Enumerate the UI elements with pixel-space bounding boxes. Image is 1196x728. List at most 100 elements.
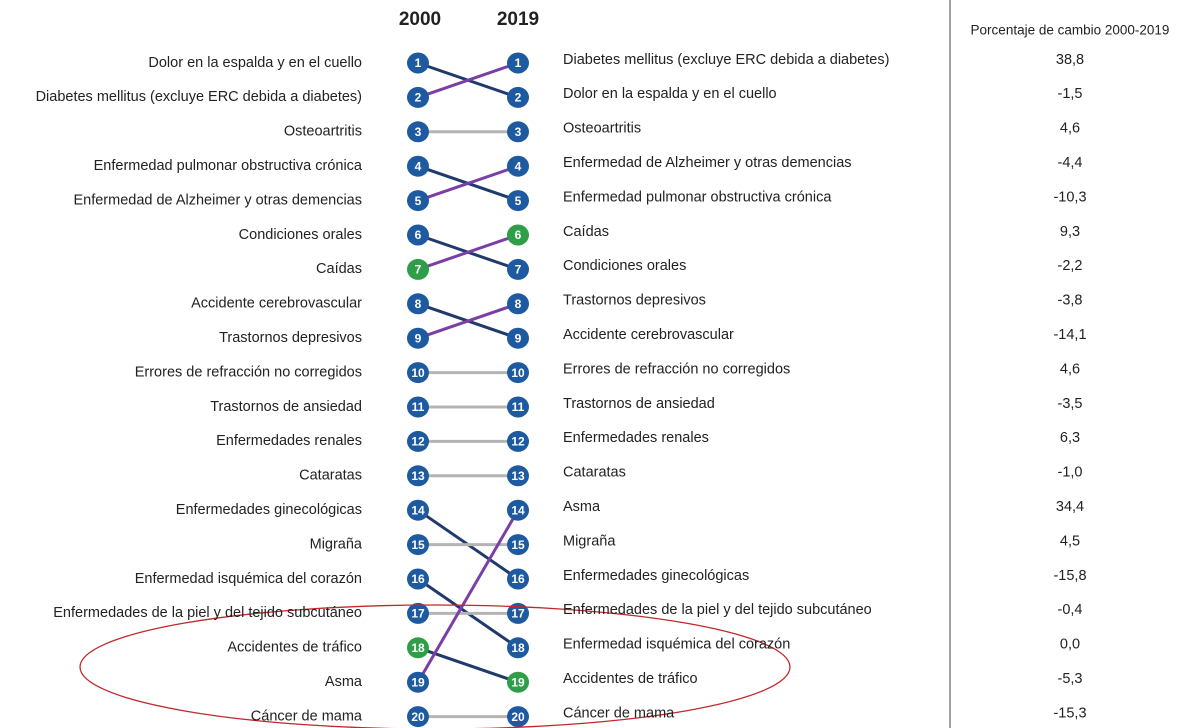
rank: 12 <box>411 435 425 449</box>
left-label: Trastornos depresivos <box>219 330 362 346</box>
node <box>407 568 429 590</box>
left-label: Errores de refracción no corregidos <box>135 364 362 380</box>
nodes: 1234567891011121314151617181920123456789… <box>407 52 529 728</box>
node <box>507 258 529 280</box>
rank: 19 <box>511 675 525 689</box>
links <box>416 61 520 719</box>
node <box>407 637 429 659</box>
right-label: Accidente cerebrovascular <box>563 327 734 343</box>
rank: 4 <box>415 159 422 173</box>
node <box>507 293 529 315</box>
node <box>507 362 529 384</box>
rank: 6 <box>515 228 522 242</box>
right-label: Accidentes de tráfico <box>563 671 698 687</box>
rank: 17 <box>511 607 525 621</box>
link <box>417 233 519 271</box>
left-label: Cataratas <box>299 468 362 484</box>
node <box>407 362 429 384</box>
node <box>407 86 429 108</box>
right-label: Enfermedad de Alzheimer y otras demencia… <box>563 155 852 171</box>
left-label: Enfermedad pulmonar obstructiva crónica <box>94 158 363 174</box>
node <box>507 155 529 177</box>
rank: 14 <box>511 503 525 517</box>
change-value: 6,3 <box>1060 430 1080 446</box>
right-label: Enfermedades de la piel y del tejido sub… <box>563 602 872 618</box>
rank: 8 <box>415 297 422 311</box>
link <box>417 164 519 203</box>
rank: 3 <box>415 125 422 139</box>
rank: 3 <box>515 125 522 139</box>
right-label: Enfermedades ginecológicas <box>563 568 749 584</box>
right-label: Trastornos depresivos <box>563 293 706 309</box>
rank: 20 <box>411 710 425 724</box>
left-label: Asma <box>325 674 363 690</box>
right-label: Enfermedad isquémica del corazón <box>563 637 790 653</box>
node <box>507 121 529 143</box>
node <box>507 465 529 487</box>
change-value: -0,4 <box>1058 602 1083 618</box>
node <box>507 568 529 590</box>
change-value: 4,6 <box>1060 361 1080 377</box>
change-value: 34,4 <box>1056 499 1084 515</box>
link <box>416 509 520 683</box>
right-label: Condiciones orales <box>563 258 686 274</box>
left-label: Enfermedad isquémica del corazón <box>135 571 362 587</box>
node <box>407 396 429 418</box>
rank: 2 <box>515 91 522 105</box>
change-header: Porcentaje de cambio 2000-2019 <box>971 23 1170 38</box>
node <box>507 499 529 521</box>
rank: 15 <box>411 538 425 552</box>
left-label: Enfermedades renales <box>216 433 362 449</box>
rank: 1 <box>515 56 522 70</box>
right-label: Caídas <box>563 224 609 240</box>
right-label: Dolor en la espalda y en el cuello <box>563 86 777 102</box>
change-value: -3,8 <box>1058 293 1083 309</box>
rank: 8 <box>515 297 522 311</box>
rank: 7 <box>415 263 422 277</box>
node <box>507 706 529 728</box>
rank: 15 <box>511 538 525 552</box>
left-label: Diabetes mellitus (excluye ERC debida a … <box>36 89 362 105</box>
node <box>407 706 429 728</box>
node <box>407 293 429 315</box>
change-value: -15,3 <box>1053 705 1086 721</box>
rank: 4 <box>515 159 522 173</box>
change-value: -1,0 <box>1058 465 1083 481</box>
rank: 13 <box>511 469 525 483</box>
left-label: Enfermedad de Alzheimer y otras demencia… <box>73 192 362 208</box>
node <box>507 327 529 349</box>
rank: 7 <box>515 263 522 277</box>
change-value: -15,8 <box>1053 568 1086 584</box>
rank: 20 <box>511 710 525 724</box>
node <box>407 327 429 349</box>
change-value: -5,3 <box>1058 671 1083 687</box>
link <box>417 646 519 684</box>
right-label: Cataratas <box>563 465 626 481</box>
node <box>407 499 429 521</box>
node <box>507 52 529 74</box>
rank: 14 <box>411 503 425 517</box>
left-label: Accidentes de tráfico <box>227 640 362 656</box>
node <box>407 190 429 212</box>
node <box>507 396 529 418</box>
rank: 9 <box>415 331 422 345</box>
rank: 18 <box>511 641 525 655</box>
rank: 16 <box>411 572 425 586</box>
rank: 9 <box>515 331 522 345</box>
node <box>507 190 529 212</box>
rank: 2 <box>415 91 422 105</box>
rank: 11 <box>412 400 425 414</box>
annotation-ellipse <box>79 604 791 728</box>
left-label: Condiciones orales <box>239 227 362 243</box>
left-label: Enfermedades de la piel y del tejido sub… <box>53 605 362 621</box>
rank: 10 <box>511 366 525 380</box>
right-label: Migraña <box>563 533 616 549</box>
right-label: Enfermedad pulmonar obstructiva crónica <box>563 189 832 205</box>
right-label: Cáncer de mama <box>563 705 675 721</box>
node <box>407 534 429 556</box>
right-label: Diabetes mellitus (excluye ERC debida a … <box>563 52 889 68</box>
left-label: Caídas <box>316 261 362 277</box>
node <box>507 602 529 624</box>
change-value: 4,5 <box>1060 533 1080 549</box>
